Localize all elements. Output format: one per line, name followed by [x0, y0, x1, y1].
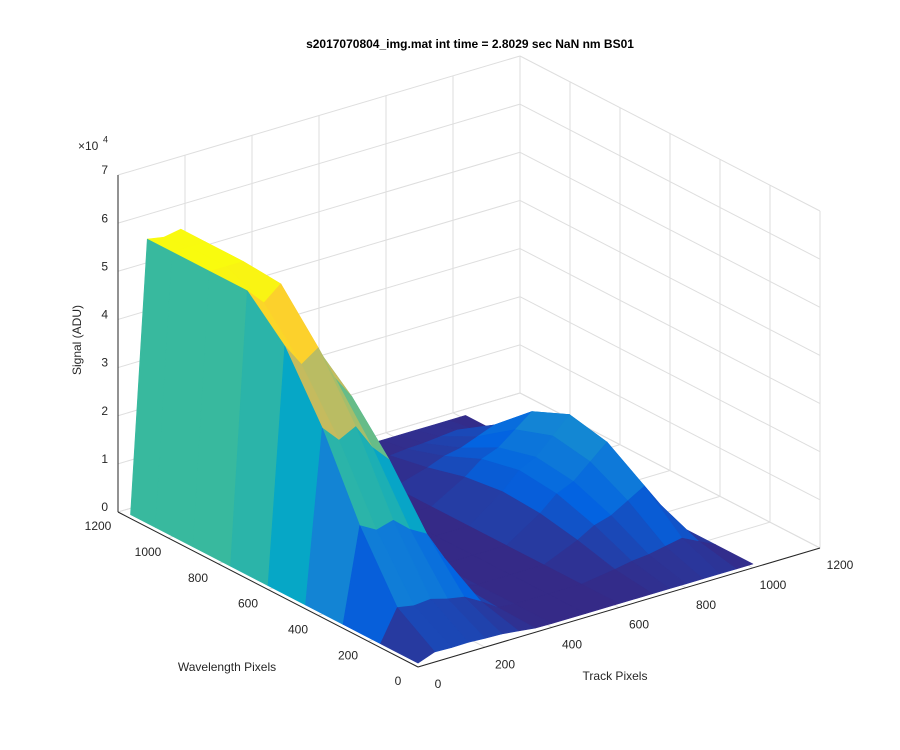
grid-line — [519, 344, 821, 501]
grid-line — [519, 55, 821, 212]
y-axis — [117, 511, 419, 668]
surface-patch — [380, 607, 436, 664]
y-tick-label: 1200 — [85, 519, 112, 533]
y-tick-label: 1000 — [135, 545, 162, 559]
z-tick-label: 5 — [101, 259, 108, 273]
x-tick-label: 400 — [562, 638, 582, 652]
z-axis-label: Signal (ADU) — [70, 305, 84, 375]
x-tick-label: 0 — [435, 677, 442, 691]
z-scale-label: ×10 — [78, 139, 99, 153]
y-tick-label: 600 — [238, 597, 258, 611]
x-tick-label: 1200 — [827, 558, 854, 572]
z-tick-label: 2 — [101, 404, 108, 418]
z-tick-label: 4 — [101, 308, 108, 322]
grid-line — [519, 103, 821, 260]
grid-line — [117, 55, 521, 176]
z-scale-exponent: 4 — [103, 134, 108, 144]
x-tick-label: 200 — [495, 657, 515, 671]
x-axis — [417, 547, 821, 668]
grid-line — [117, 103, 521, 224]
y-tick-label: 400 — [288, 623, 308, 637]
z-tick-label: 3 — [101, 356, 108, 370]
y-tick-label: 200 — [338, 648, 358, 662]
y-tick-label: 0 — [395, 674, 402, 688]
y-axis-label: Wavelength Pixels — [178, 660, 276, 674]
grid-line — [519, 248, 821, 405]
z-tick-label: 1 — [101, 452, 108, 466]
chart-title: s2017070804_img.mat int time = 2.8029 se… — [306, 37, 634, 51]
x-tick-label: 1000 — [760, 578, 787, 592]
grid-line — [519, 296, 821, 453]
x-tick-label: 600 — [629, 618, 649, 632]
x-axis-label: Track Pixels — [583, 669, 648, 683]
x-tick-label: 800 — [696, 598, 716, 612]
grid-line — [519, 151, 821, 308]
z-tick-label: 0 — [101, 500, 108, 514]
z-tick-label: 7 — [101, 163, 108, 177]
grid-line — [519, 199, 821, 356]
z-tick-label: 6 — [101, 211, 108, 225]
y-tick-label: 800 — [188, 571, 208, 585]
